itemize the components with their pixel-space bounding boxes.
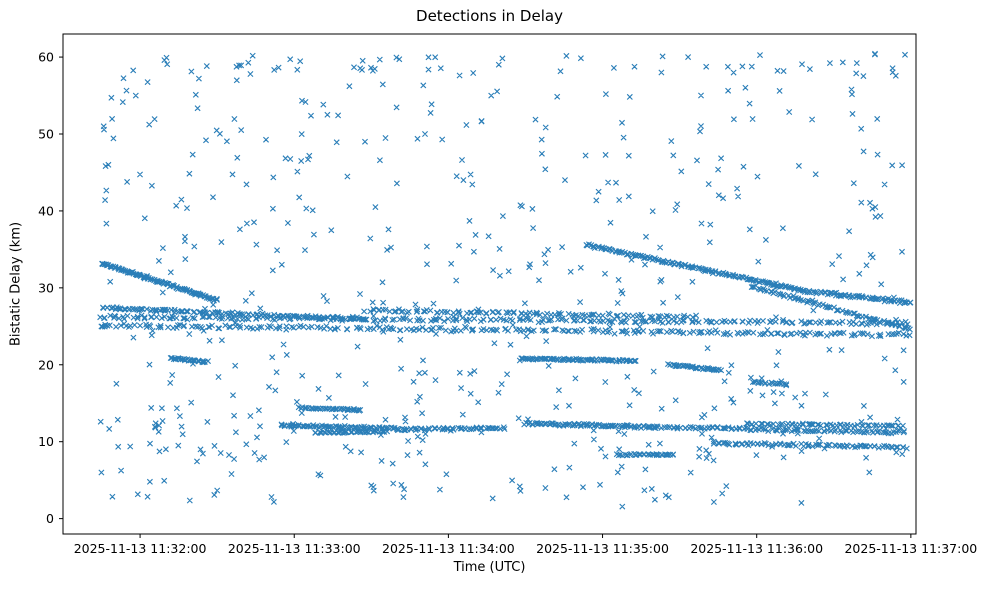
- y-tick-label: 0: [46, 511, 54, 526]
- x-tick-label: 2025-11-13 11:33:00: [228, 541, 361, 556]
- y-tick-label: 20: [38, 357, 54, 372]
- x-axis-label: Time (UTC): [453, 560, 526, 575]
- y-tick-label: 30: [38, 280, 54, 295]
- y-tick-label: 10: [38, 434, 54, 449]
- x-tick-label: 2025-11-13 11:37:00: [844, 541, 977, 556]
- y-axis-label: Bistatic Delay (km): [8, 221, 24, 347]
- x-tick-label: 2025-11-13 11:35:00: [536, 541, 669, 556]
- plot-border: [62, 33, 917, 535]
- x-tick-label: 2025-11-13 11:36:00: [690, 541, 823, 556]
- x-tick-label: 2025-11-13 11:32:00: [74, 541, 207, 556]
- scatter-points: [97, 50, 914, 510]
- y-tick-label: 60: [38, 50, 54, 65]
- axis-ticks: 2025-11-13 11:32:00 2025-11-13 11:33:00 20…: [38, 50, 977, 556]
- y-tick-label: 50: [38, 127, 54, 142]
- chart-title: Detections in Delay: [416, 7, 563, 25]
- y-tick-label: 40: [38, 203, 54, 218]
- x-tick-label: 2025-11-13 11:34:00: [382, 541, 515, 556]
